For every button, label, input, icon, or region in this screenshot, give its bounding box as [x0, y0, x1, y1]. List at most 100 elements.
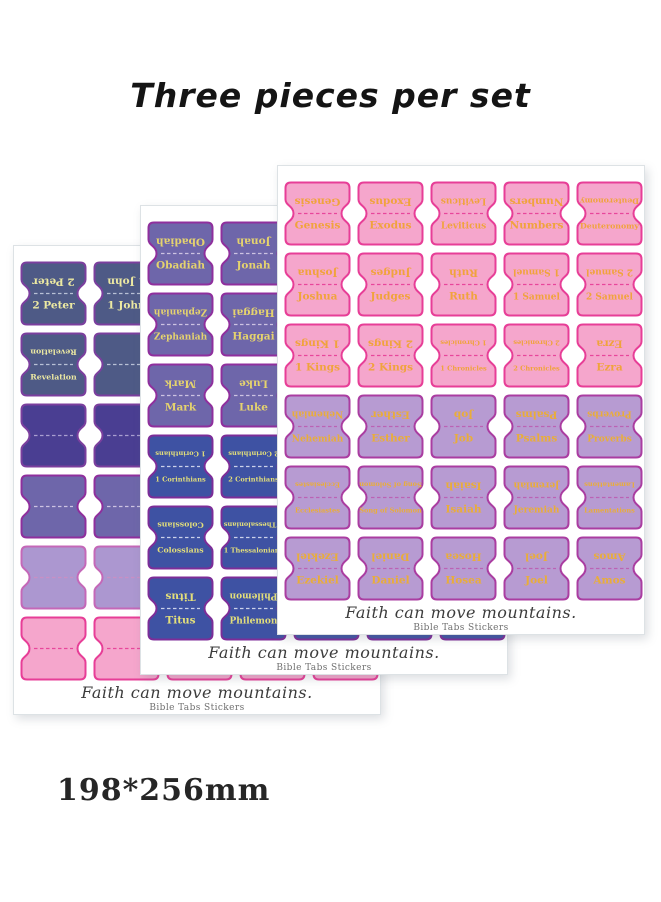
bible-tab-2-peter: 2 Peter 2 Peter: [20, 261, 87, 326]
svg-text:1 Samuel: 1 Samuel: [512, 267, 560, 277]
svg-text:Leviticus: Leviticus: [441, 222, 486, 232]
svg-text:Jonah: Jonah: [235, 260, 270, 272]
bible-tab-ecclesiastes: Ecclesiastes Ecclesiastes: [284, 465, 351, 530]
svg-text:Exodus: Exodus: [369, 196, 411, 208]
svg-text:Deuteronomy: Deuteronomy: [580, 222, 639, 231]
svg-text:Jeremiah: Jeremiah: [513, 506, 560, 516]
front-sheet: Genesis Genesis Exodus Exodus Leviticus Levit…: [277, 165, 645, 635]
bible-tab-1-samuel: 1 Samuel 1 Samuel: [503, 252, 570, 317]
svg-text:Joel: Joel: [524, 575, 548, 587]
slogan-text: Faith can move mountains.: [81, 683, 313, 702]
svg-text:1 Chronicles: 1 Chronicles: [440, 365, 487, 373]
svg-text:Philemon: Philemon: [230, 617, 278, 627]
sheet-footer: Faith can move mountains. Bible Tabs Stic…: [141, 643, 507, 674]
page-title: Three pieces per set: [130, 76, 531, 115]
bible-tab-exodus: Exodus Exodus: [357, 181, 424, 246]
brand-text: Bible Tabs Stickers: [149, 703, 245, 714]
slogan-text: Faith can move mountains.: [208, 643, 440, 662]
svg-text:Judges: Judges: [370, 291, 411, 303]
svg-text:2 Chronicles: 2 Chronicles: [513, 365, 560, 373]
bible-tab-zephaniah: Zephaniah Zephaniah: [147, 292, 214, 357]
size-label: 198*256mm: [57, 773, 271, 808]
svg-text:Ezra: Ezra: [596, 362, 622, 374]
svg-text:Ezra: Ezra: [596, 338, 622, 350]
bible-tab-colossians: Colossians Colossians: [147, 505, 214, 570]
svg-text:2 Chronicles: 2 Chronicles: [513, 339, 560, 347]
svg-text:2 Kings: 2 Kings: [368, 338, 413, 350]
svg-text:Job: Job: [453, 433, 473, 445]
svg-text:Deuteronomy: Deuteronomy: [580, 197, 639, 206]
svg-text:1 Samuel: 1 Samuel: [513, 293, 561, 303]
blank-tab: [20, 616, 87, 681]
svg-text:Joel: Joel: [525, 551, 549, 563]
svg-text:Luke: Luke: [239, 378, 268, 390]
svg-text:Hosea: Hosea: [445, 551, 482, 563]
svg-text:Mark: Mark: [165, 402, 197, 414]
svg-text:Leviticus: Leviticus: [441, 196, 486, 206]
svg-text:Proverbs: Proverbs: [587, 435, 632, 445]
svg-text:Ecclesiastes: Ecclesiastes: [295, 507, 340, 515]
svg-text:Psalms: Psalms: [516, 409, 558, 421]
bible-tab-revelation: Revelation Revelation: [20, 332, 87, 397]
svg-text:1 Chronicles: 1 Chronicles: [440, 339, 487, 347]
svg-text:Job: Job: [454, 409, 474, 421]
svg-text:Isaiah: Isaiah: [445, 480, 481, 492]
bible-tab-jonah: Jonah Jonah: [220, 221, 287, 286]
svg-text:Psalms: Psalms: [516, 433, 558, 445]
svg-text:Ecclesiastes: Ecclesiastes: [295, 481, 340, 489]
svg-text:Esther: Esther: [371, 433, 410, 445]
bible-tab-amos: Amos Amos: [576, 536, 643, 601]
svg-text:Nehemiah: Nehemiah: [291, 409, 343, 419]
slogan-text: Faith can move mountains.: [345, 603, 577, 622]
bible-tab-2-kings: 2 Kings 2 Kings: [357, 323, 424, 388]
bible-tab-job: Job Job: [430, 394, 497, 459]
blank-tab: [20, 545, 87, 610]
bible-tab-titus: Titus Titus: [147, 576, 214, 641]
svg-text:Revelation: Revelation: [30, 373, 77, 382]
svg-text:Joshua: Joshua: [297, 267, 338, 279]
bible-tab-esther: Esther Esther: [357, 394, 424, 459]
svg-text:Song of Solomon: Song of Solomon: [359, 507, 422, 515]
sheet-footer: Faith can move mountains. Bible Tabs Stic…: [14, 683, 380, 714]
svg-text:Ruth: Ruth: [449, 291, 478, 303]
bible-tab-2-samuel: 2 Samuel 2 Samuel: [576, 252, 643, 317]
bible-tab-numbers: Numbers Numbers: [503, 181, 570, 246]
bible-tab-deuteronomy: Deuteronomy Deuteronomy: [576, 181, 643, 246]
bible-tab-2-chronicles: 2 Chronicles 2 Chronicles: [503, 323, 570, 388]
svg-text:2 Samuel: 2 Samuel: [586, 293, 634, 303]
svg-text:Colossians: Colossians: [157, 546, 204, 555]
svg-text:Amos: Amos: [592, 575, 625, 587]
svg-text:1 Kings: 1 Kings: [295, 362, 340, 374]
svg-text:Isaiah: Isaiah: [445, 504, 481, 516]
svg-text:Lamentations: Lamentations: [584, 481, 635, 489]
bible-tab-mark: Mark Mark: [147, 363, 214, 428]
svg-text:Haggai: Haggai: [232, 307, 274, 319]
svg-text:1 John: 1 John: [107, 300, 146, 312]
svg-text:Luke: Luke: [239, 402, 268, 414]
bible-tab-song-of-solomon: Song of Solomon Song of Solomon: [357, 465, 424, 530]
svg-text:Obadiah: Obadiah: [156, 236, 205, 248]
svg-text:Jonah: Jonah: [236, 236, 271, 248]
svg-text:Exodus: Exodus: [369, 220, 411, 232]
bible-tab-jeremiah: Jeremiah Jeremiah: [503, 465, 570, 530]
svg-text:2 Peter: 2 Peter: [32, 300, 75, 312]
svg-text:Revelation: Revelation: [30, 348, 77, 357]
svg-text:Zephaniah: Zephaniah: [154, 333, 208, 343]
svg-text:2 Peter: 2 Peter: [32, 276, 75, 288]
svg-text:Obadiah: Obadiah: [156, 260, 205, 272]
svg-text:Zephaniah: Zephaniah: [153, 307, 207, 317]
svg-text:Daniel: Daniel: [371, 575, 409, 587]
svg-text:1 Corinthians: 1 Corinthians: [155, 476, 206, 484]
svg-text:2 Corinthians: 2 Corinthians: [228, 450, 279, 458]
svg-text:Ruth: Ruth: [449, 267, 478, 279]
bible-tab-daniel: Daniel Daniel: [357, 536, 424, 601]
bible-tab-ezra: Ezra Ezra: [576, 323, 643, 388]
svg-text:Philemon: Philemon: [229, 591, 277, 601]
bible-tab-1-chronicles: 1 Chronicles 1 Chronicles: [430, 323, 497, 388]
svg-text:Genesis: Genesis: [295, 220, 341, 232]
svg-text:Song of Solomon: Song of Solomon: [359, 481, 422, 489]
brand-text: Bible Tabs Stickers: [413, 623, 509, 634]
bible-tab-obadiah: Obadiah Obadiah: [147, 221, 214, 286]
